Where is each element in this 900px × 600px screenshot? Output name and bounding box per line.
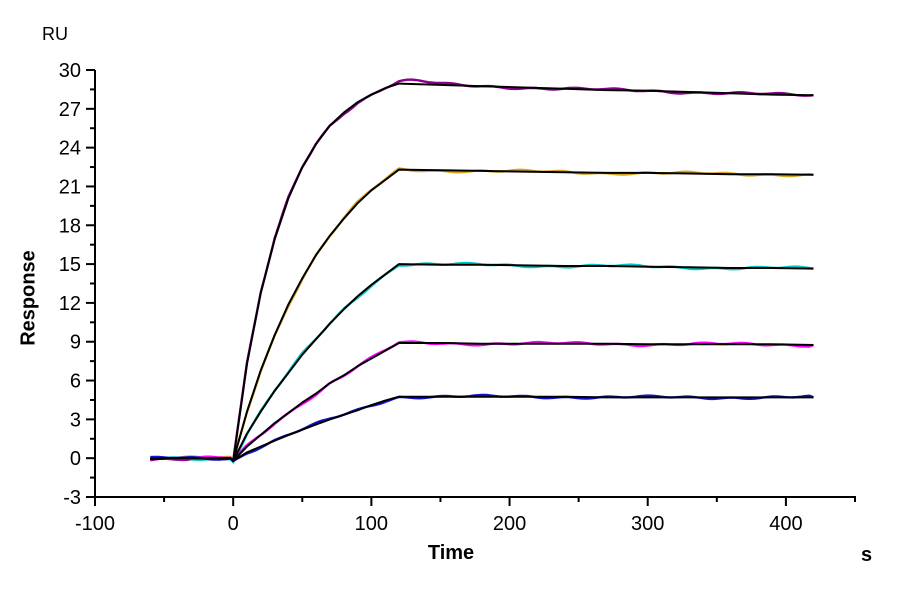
series-2-data bbox=[150, 167, 814, 462]
y-tick-label: 12 bbox=[59, 293, 81, 315]
y-tick-label: 9 bbox=[70, 332, 81, 354]
y-tick-label: 24 bbox=[59, 138, 81, 160]
x-axis-title: Time bbox=[427, 542, 475, 564]
x-tick-label: 300 bbox=[631, 513, 664, 535]
y-tick-label: 27 bbox=[59, 99, 81, 121]
y-tick-label: -3 bbox=[63, 487, 81, 509]
y-axis-unit-label: RU bbox=[42, 24, 68, 44]
y-tick-label: 0 bbox=[70, 448, 81, 470]
x-tick-label: 0 bbox=[228, 513, 239, 535]
y-tick-label: 15 bbox=[59, 254, 81, 276]
x-axis-unit-label: s bbox=[861, 544, 873, 566]
x-tick-label: 100 bbox=[355, 513, 388, 535]
y-axis-title: Response bbox=[17, 250, 40, 346]
x-tick-label: -100 bbox=[75, 513, 115, 535]
y-tick-label: 30 bbox=[59, 60, 81, 82]
x-tick-label: 200 bbox=[493, 513, 526, 535]
y-tick-label: 18 bbox=[59, 215, 81, 237]
y-tick-label: 6 bbox=[70, 371, 81, 393]
y-tick-label: 3 bbox=[70, 409, 81, 431]
x-tick-label: 400 bbox=[769, 513, 802, 535]
series-2-fit bbox=[150, 168, 814, 462]
y-tick-label: 21 bbox=[59, 176, 81, 198]
series-3-data bbox=[150, 261, 814, 465]
series-5-fit bbox=[150, 395, 814, 462]
